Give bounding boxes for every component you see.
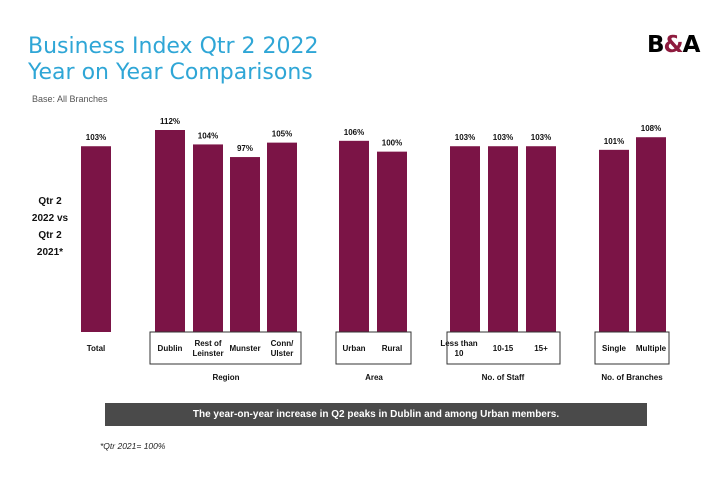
bar-value-label: 112% bbox=[160, 117, 180, 126]
category-label: Ulster bbox=[271, 349, 294, 358]
category-label: Single bbox=[602, 344, 627, 353]
chart-title: Business Index Qtr 2 2022 Year on Year C… bbox=[28, 34, 319, 86]
bar bbox=[377, 151, 407, 332]
category-label: Dublin bbox=[158, 344, 183, 353]
category-label: Munster bbox=[229, 344, 260, 353]
logo-letter-a: A bbox=[682, 32, 701, 58]
bar bbox=[450, 146, 480, 332]
logo-ampersand: & bbox=[663, 32, 684, 58]
bar bbox=[339, 140, 369, 332]
category-label: Rest of bbox=[194, 339, 221, 348]
group-label: Area bbox=[365, 373, 383, 382]
bar-value-label: 108% bbox=[641, 124, 661, 133]
bar-value-label: 103% bbox=[455, 133, 475, 142]
bar-value-label: 101% bbox=[604, 137, 624, 146]
bar-value-label: 103% bbox=[493, 133, 513, 142]
company-logo: B&A bbox=[647, 32, 701, 58]
category-label: Rural bbox=[382, 344, 402, 353]
title-line-1: Business Index Qtr 2 2022 bbox=[28, 34, 319, 59]
y-axis-label: Qtr 2 2022 vs Qtr 2 2021* bbox=[22, 193, 78, 261]
bar-value-label: 97% bbox=[237, 144, 253, 153]
bar-value-label: 106% bbox=[344, 128, 364, 137]
bar-value-label: 103% bbox=[531, 133, 551, 142]
group-label: No. of Branches bbox=[601, 373, 663, 382]
category-label: Total bbox=[87, 344, 106, 353]
category-group-box bbox=[446, 331, 561, 365]
bar bbox=[599, 149, 629, 332]
bar bbox=[267, 142, 297, 332]
group-label: No. of Staff bbox=[482, 373, 525, 382]
bar-value-label: 100% bbox=[382, 139, 402, 148]
category-label: 10-15 bbox=[493, 344, 514, 353]
bar bbox=[636, 137, 666, 332]
footnote: *Qtr 2021= 100% bbox=[100, 441, 166, 451]
summary-banner: The year-on-year increase in Q2 peaks in… bbox=[105, 403, 647, 426]
category-group-box bbox=[335, 331, 412, 365]
category-group-box bbox=[149, 331, 302, 365]
category-label: 10 bbox=[455, 349, 464, 358]
category-label: Conn/ bbox=[271, 339, 294, 348]
y-label-line-4: 2021* bbox=[36, 247, 64, 258]
y-label-line-1: Qtr 2 bbox=[38, 196, 62, 207]
base-note: Base: All Branches bbox=[32, 94, 108, 104]
bar bbox=[81, 146, 111, 332]
category-label: Multiple bbox=[636, 344, 667, 353]
category-group-box bbox=[594, 331, 670, 365]
logo-letter-b: B bbox=[647, 32, 665, 58]
category-label: Urban bbox=[342, 344, 365, 353]
bar bbox=[488, 146, 518, 332]
bar-value-label: 104% bbox=[198, 131, 218, 140]
bar bbox=[155, 130, 185, 332]
bar-value-label: 105% bbox=[272, 130, 292, 139]
bar bbox=[526, 146, 556, 332]
bar bbox=[193, 144, 223, 332]
group-label: Region bbox=[212, 373, 239, 382]
y-label-line-3: Qtr 2 bbox=[38, 230, 62, 241]
category-label: Leinster bbox=[192, 349, 223, 358]
bar bbox=[230, 157, 260, 332]
bar-value-label: 103% bbox=[86, 133, 106, 142]
y-label-line-2: 2022 vs bbox=[31, 213, 69, 224]
category-label: Less than bbox=[440, 339, 477, 348]
category-label: 15+ bbox=[534, 344, 548, 353]
title-line-2: Year on Year Comparisons bbox=[28, 60, 313, 85]
